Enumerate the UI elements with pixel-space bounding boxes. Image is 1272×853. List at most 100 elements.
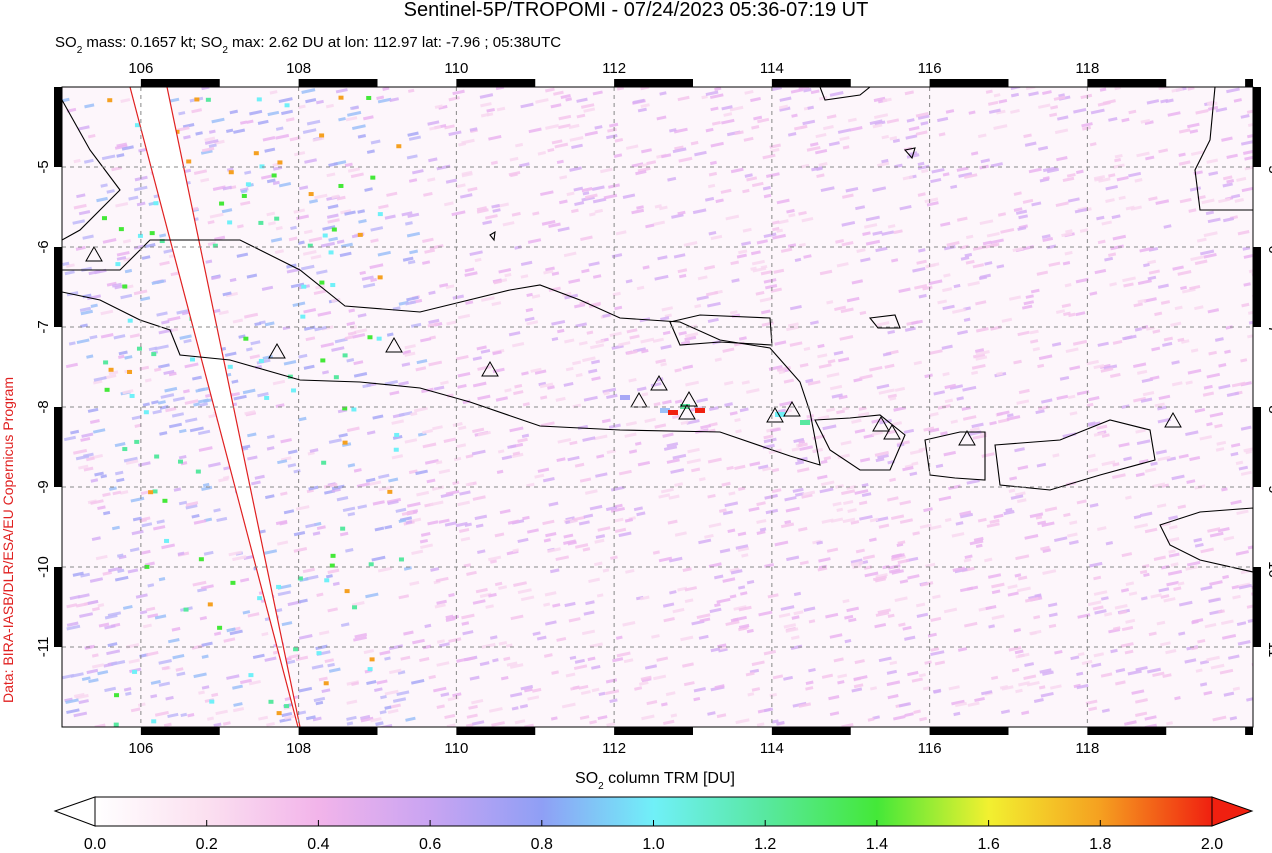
noise-pixel [369, 263, 384, 270]
noise-pixel [398, 518, 407, 524]
noise-pixel [297, 576, 303, 581]
noise-pixel [636, 285, 645, 291]
noise-pixel [232, 684, 243, 690]
noise-pixel [778, 219, 789, 225]
noise-pixel [595, 472, 608, 478]
noise-pixel [389, 97, 400, 103]
noise-pixel [842, 517, 856, 524]
noise-pixel [922, 686, 931, 691]
noise-pixel [1069, 520, 1078, 525]
noise-pixel [1007, 584, 1018, 590]
noise-pixel [315, 284, 326, 290]
noise-pixel [1143, 297, 1157, 303]
noise-pixel [313, 696, 326, 703]
coast-sumatra [62, 99, 121, 241]
noise-pixel [541, 220, 556, 226]
volcano [1164, 411, 1182, 428]
noise-pixel [564, 601, 576, 608]
noise-pixel [113, 334, 126, 340]
noise-pixel [346, 321, 356, 327]
noise-pixel [154, 614, 167, 620]
noise-pixel [305, 522, 317, 529]
noise-pixel [1237, 230, 1250, 236]
noise-pixel [797, 442, 808, 448]
noise-pixel [685, 380, 700, 387]
noise-pixel [1222, 175, 1233, 181]
noise-pixel [125, 459, 139, 465]
noise-pixel [574, 201, 585, 206]
noise-pixel [705, 90, 719, 97]
noise-pixel [830, 517, 844, 523]
noise-pixel [593, 434, 608, 441]
noise-pixel [738, 249, 748, 255]
noise-pixel [192, 580, 207, 587]
noise-pixel [477, 394, 491, 401]
noise-pixel [531, 687, 542, 693]
noise-pixel [1186, 479, 1196, 484]
noise-pixel [892, 138, 901, 144]
noise-pixel [81, 266, 93, 272]
noise-pixel [1219, 668, 1234, 675]
noise-pixel [1132, 362, 1147, 369]
noise-pixel [167, 638, 180, 644]
noise-pixel [308, 485, 319, 491]
noise-pixel [78, 464, 89, 470]
noise-pixel [239, 577, 250, 583]
noise-pixel [674, 368, 682, 373]
noise-pixel [146, 650, 159, 657]
noise-pixel [159, 405, 169, 410]
noise-pixel [915, 602, 926, 608]
noise-pixel [213, 631, 222, 636]
noise-pixel [975, 355, 988, 361]
noise-pixel [479, 93, 494, 99]
noise-pixel [439, 642, 450, 648]
noise-pixel [1093, 364, 1105, 370]
noise-pixel [375, 721, 384, 727]
noise-pixel [763, 434, 774, 440]
noise-pixel [1076, 499, 1087, 505]
noise-pixel [1236, 176, 1247, 182]
noise-pixel [893, 229, 903, 235]
noise-pixel [930, 178, 942, 184]
noise-pixel [204, 136, 216, 142]
noise-pixel [264, 549, 278, 555]
noise-pixel [818, 162, 828, 167]
noise-pixel [1221, 487, 1228, 492]
noise-pixel [321, 460, 327, 465]
noise-pixel [1011, 667, 1020, 673]
noise-pixel [986, 231, 1000, 238]
noise-pixel [1190, 255, 1204, 262]
plume-pixel [620, 395, 630, 400]
noise-pixel [569, 136, 584, 142]
noise-pixel [971, 363, 986, 370]
noise-pixel [217, 625, 223, 630]
noise-pixel [746, 388, 760, 394]
noise-pixel [1025, 294, 1034, 299]
noise-pixel [841, 723, 854, 727]
coast-borneo [819, 87, 1253, 211]
noise-pixel [223, 637, 236, 643]
noise-pixel [445, 614, 454, 620]
noise-pixel [682, 567, 692, 573]
noise-pixel [1208, 597, 1222, 603]
noise-pixel [568, 617, 581, 623]
noise-pixel [876, 321, 890, 327]
noise-pixel [950, 419, 958, 424]
noise-pixel [419, 657, 430, 663]
noise-pixel [465, 454, 474, 459]
noise-pixel [585, 600, 595, 606]
noise-pixel [275, 226, 283, 231]
noise-pixel [1204, 622, 1217, 629]
noise-pixel [1157, 417, 1172, 424]
noise-pixel [1152, 329, 1161, 334]
noise-pixel [626, 328, 638, 334]
noise-pixel [887, 613, 895, 618]
noise-pixel [779, 96, 792, 102]
noise-pixel [854, 659, 865, 665]
noise-pixel [786, 325, 799, 332]
x-tick-label: 112 [602, 60, 626, 77]
noise-pixel [904, 712, 914, 718]
noise-pixel [88, 269, 101, 276]
noise-pixel [221, 208, 233, 214]
noise-pixel [836, 507, 844, 512]
